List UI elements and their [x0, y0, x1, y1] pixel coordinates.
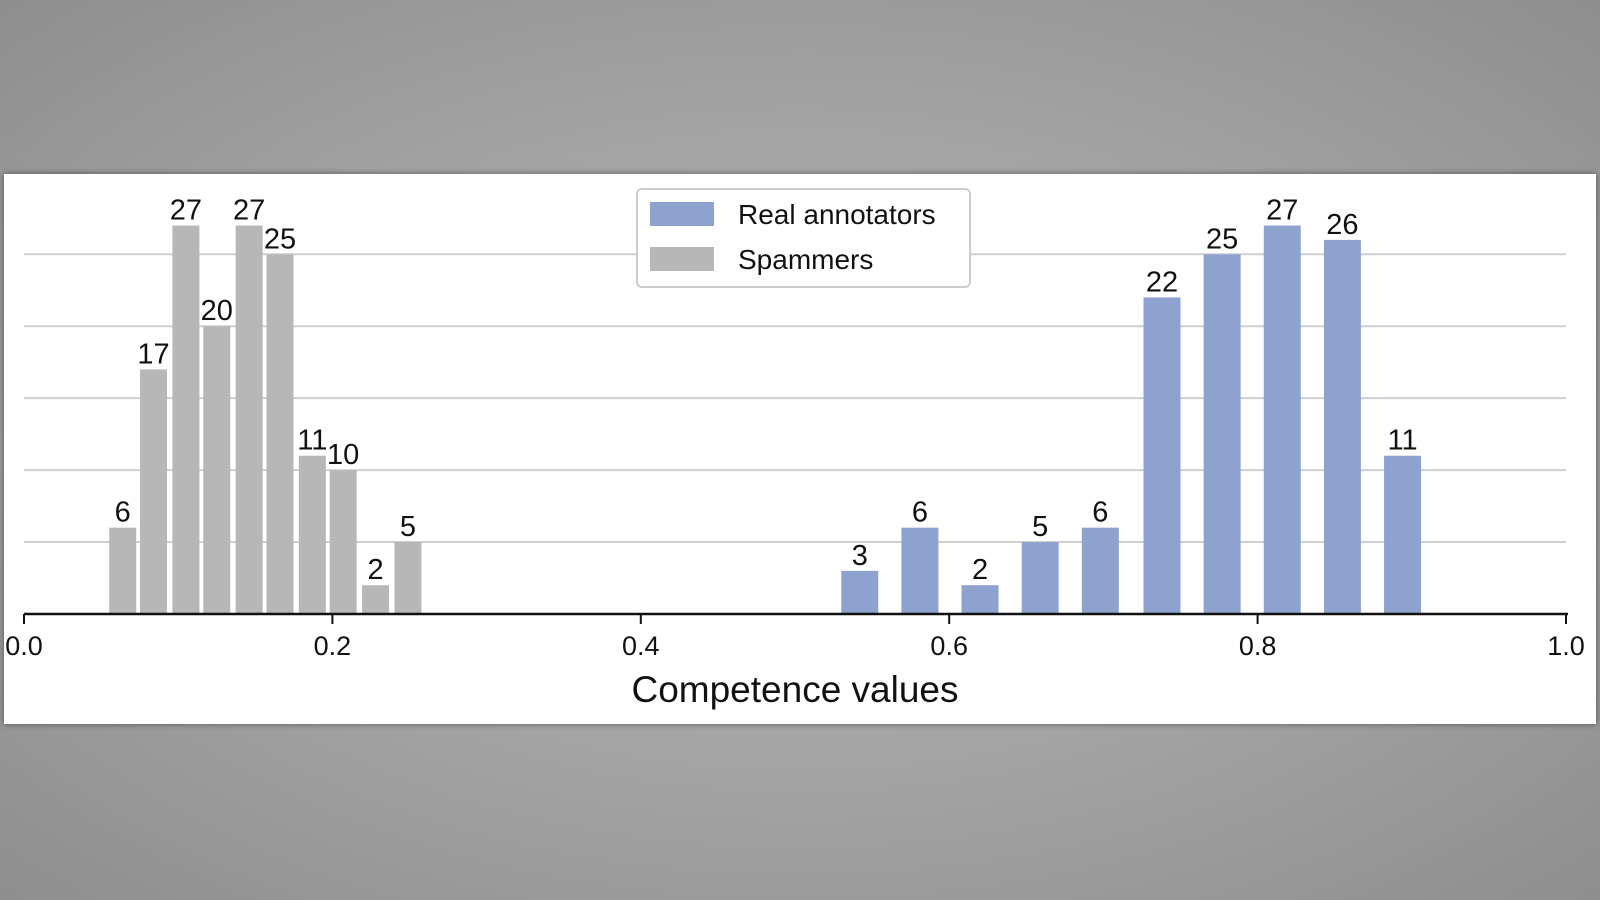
bar	[235, 225, 263, 614]
x-tick-label: 0.0	[5, 631, 43, 661]
bar-value-label: 25	[1206, 223, 1238, 255]
x-tick-label: 0.4	[622, 631, 660, 661]
legend-swatch	[650, 247, 714, 271]
legend-label: Spammers	[738, 244, 873, 275]
x-tick-label: 0.2	[314, 631, 352, 661]
bar-value-label: 2	[368, 554, 384, 586]
x-tick-label: 0.8	[1239, 631, 1277, 661]
bar-value-label: 10	[327, 439, 359, 471]
bar	[266, 254, 294, 614]
bar-value-label: 11	[1387, 425, 1417, 457]
bar	[1081, 527, 1119, 614]
bar	[394, 542, 422, 614]
bar-value-label: 22	[1146, 266, 1178, 298]
bar	[1263, 225, 1301, 614]
bar-value-label: 25	[264, 223, 296, 255]
bar-value-label: 6	[912, 497, 928, 529]
bar	[109, 527, 137, 614]
bar	[961, 585, 999, 614]
bar-value-label: 26	[1326, 209, 1358, 241]
bar	[298, 455, 326, 614]
bar	[203, 326, 231, 614]
bar-value-label: 20	[201, 295, 233, 327]
bar	[1323, 239, 1361, 614]
bar	[172, 225, 200, 614]
bar-value-label: 6	[115, 497, 131, 529]
bar	[1203, 254, 1241, 614]
bar	[1143, 297, 1181, 614]
bar-value-label: 27	[1266, 195, 1298, 227]
bar	[329, 470, 357, 614]
bar-value-label: 11	[297, 425, 327, 457]
x-tick-label: 1.0	[1547, 631, 1585, 661]
bar-value-label: 6	[1092, 497, 1108, 529]
x-tick-label: 0.6	[930, 631, 968, 661]
bar-value-label: 17	[137, 338, 169, 370]
bar-value-label: 27	[233, 195, 265, 227]
legend-frame	[636, 188, 971, 288]
bar-value-label: 5	[1032, 511, 1048, 543]
bar-value-label: 2	[972, 554, 988, 586]
legend: Real annotators Spammers	[636, 188, 971, 288]
bar	[1021, 542, 1059, 614]
bar-value-label: 27	[170, 195, 202, 227]
legend-label: Real annotators	[738, 199, 936, 230]
bar-value-label: 3	[852, 540, 868, 572]
bar-value-label: 5	[400, 511, 416, 543]
x-axis: 0.0 0.2 0.4 0.6 0.8 1.0	[5, 612, 1585, 661]
bar	[901, 527, 939, 614]
bar	[1384, 455, 1422, 614]
bar	[140, 369, 168, 614]
bar	[362, 585, 390, 614]
bars	[109, 225, 1422, 614]
bar	[841, 570, 879, 614]
chart-card: 6 17 27 20 27 25 11 10 2 5 3 6 2 5 6 22 25 27 26 11 0.0 0.2 0…	[4, 174, 1596, 724]
legend-swatch	[650, 202, 714, 226]
x-axis-title: Competence values	[631, 669, 958, 710]
